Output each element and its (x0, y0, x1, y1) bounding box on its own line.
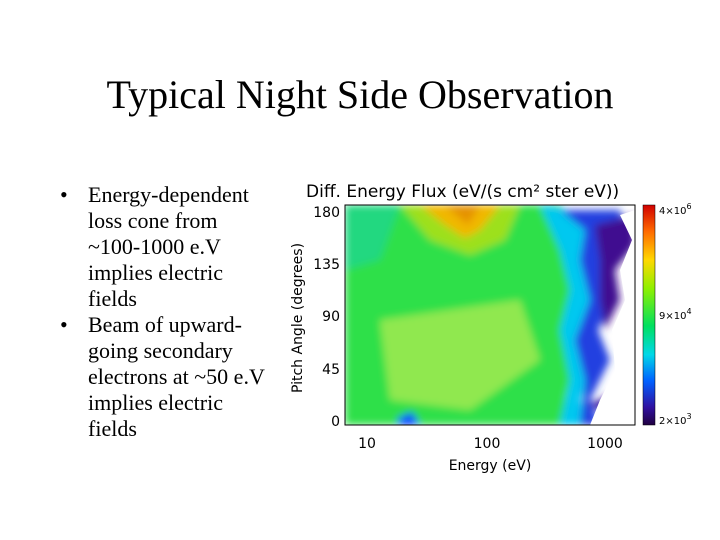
x-tick-label: 100 (474, 436, 501, 452)
y-tick-label: 90 (322, 309, 340, 325)
colorbar-exponent: 3 (686, 412, 691, 421)
bullet-text: electrons at ~50 e.V (88, 364, 265, 389)
bullet-text: Energy-dependent (88, 182, 249, 207)
bullet-text: ~100-1000 e.V (88, 234, 221, 259)
bullet-dot: • (60, 312, 68, 337)
colorbar-mantissa: 4×10 (659, 206, 686, 217)
x-axis-label: Energy (eV) (449, 458, 532, 474)
colorbar (642, 204, 656, 426)
y-axis-label: Pitch Angle (degrees) (290, 243, 306, 393)
colorbar-mantissa: 2×10 (659, 416, 686, 427)
bullet-text: fields (88, 416, 137, 441)
colorbar-exponent: 4 (686, 307, 691, 316)
bullet-text: implies electric (88, 260, 223, 285)
bullet-dot: • (60, 182, 68, 207)
figure-title: Diff. Energy Flux (eV/(s cm² ster eV)) (306, 182, 619, 202)
bullet-text: Beam of upward- (88, 312, 242, 337)
colorbar-label: 9×104 (659, 307, 692, 322)
y-tick-label: 135 (313, 257, 340, 273)
x-tick-label: 1000 (587, 436, 623, 452)
plot-frame (344, 204, 636, 426)
colorbar-label: 4×106 (659, 202, 692, 217)
bullet-text: loss cone from (88, 208, 218, 233)
y-tick-label: 180 (313, 205, 340, 221)
y-tick-label: 0 (331, 414, 340, 430)
bullet-text: implies electric (88, 390, 223, 415)
colorbar-mantissa: 9×10 (659, 311, 686, 322)
bullet-text: fields (88, 286, 137, 311)
colorbar-exponent: 6 (686, 202, 691, 211)
slide-title: Typical Night Side Observation (106, 72, 613, 117)
y-tick-label: 45 (322, 362, 340, 378)
bullet-text: going secondary (88, 338, 233, 363)
colorbar-label: 2×103 (659, 412, 692, 427)
heatmap (345, 205, 635, 425)
x-tick-label: 10 (358, 436, 376, 452)
